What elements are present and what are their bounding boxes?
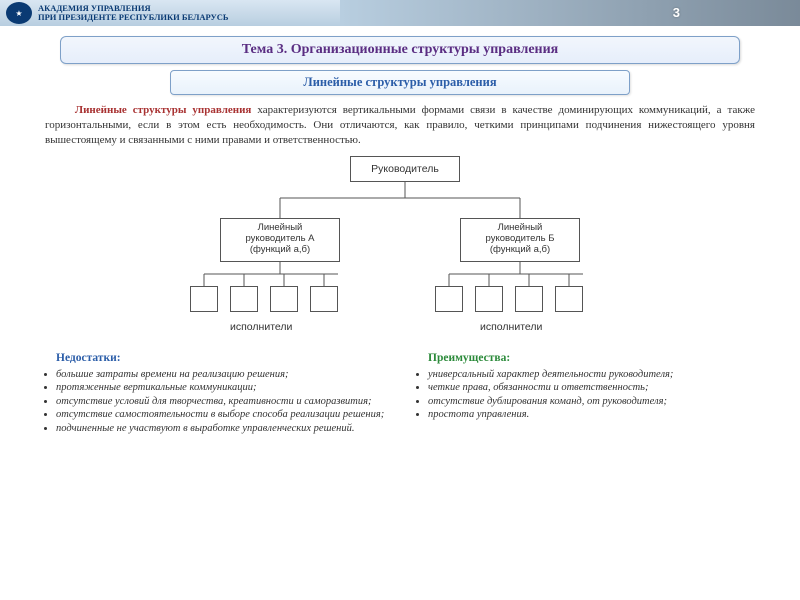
paragraph-lead: Линейные структуры управления — [75, 104, 251, 116]
leaf-a-4 — [310, 286, 338, 312]
mid-a-l1: Линейный — [258, 222, 303, 233]
dis-item: большие затраты времени на реализацию ре… — [56, 368, 388, 382]
org-chart: Руководитель Линейный руководитель А (фу… — [135, 156, 665, 346]
disadvantages-list: большие затраты времени на реализацию ре… — [40, 368, 388, 436]
mid-b-l2: руководитель Б — [486, 233, 555, 244]
leaf-b-1 — [435, 286, 463, 312]
root-box: Руководитель — [350, 156, 460, 182]
advantages-heading: Преимущества: — [412, 352, 760, 364]
adv-item: четкие права, обязанности и ответственно… — [428, 381, 760, 395]
disadvantages-heading: Недостатки: — [40, 352, 388, 364]
chart-connectors — [135, 156, 665, 346]
two-columns: Недостатки: большие затраты времени на р… — [40, 352, 760, 436]
dis-item: отсутствие самостоятельности в выборе сп… — [56, 408, 388, 422]
dis-item: подчиненные не участвуют в выработке упр… — [56, 422, 388, 436]
leaf-a-3 — [270, 286, 298, 312]
adv-item: универсальный характер деятельности руко… — [428, 368, 760, 382]
dis-item: протяженные вертикальные коммуникации; — [56, 381, 388, 395]
topic-title: Тема 3. Организационные структуры управл… — [60, 36, 740, 64]
exec-label-a: исполнители — [230, 321, 292, 333]
advantages: Преимущества: универсальный характер дея… — [412, 352, 760, 436]
adv-item: простота управления. — [428, 408, 760, 422]
leaf-a-1 — [190, 286, 218, 312]
disadvantages: Недостатки: большие затраты времени на р… — [40, 352, 388, 436]
header-bar: ★ АКАДЕМИЯ УПРАВЛЕНИЯ ПРИ ПРЕЗИДЕНТЕ РЕС… — [0, 0, 800, 26]
mid-a-l2: руководитель А — [245, 233, 314, 244]
page-number: 3 — [673, 5, 680, 20]
dis-item: отсутствие условий для творчества, креат… — [56, 395, 388, 409]
logo-icon: ★ — [6, 2, 32, 24]
mid-a-l3: (функций а,б) — [250, 244, 310, 255]
mid-box-a: Линейный руководитель А (функций а,б) — [220, 218, 340, 262]
academy-text: АКАДЕМИЯ УПРАВЛЕНИЯ ПРИ ПРЕЗИДЕНТЕ РЕСПУ… — [38, 4, 229, 23]
adv-item: отсутствие дублирования команд, от руков… — [428, 395, 760, 409]
advantages-list: универсальный характер деятельности руко… — [412, 368, 760, 423]
leaf-b-2 — [475, 286, 503, 312]
academy-line2: ПРИ ПРЕЗИДЕНТЕ РЕСПУБЛИКИ БЕЛАРУСЬ — [38, 13, 229, 22]
mid-b-l1: Линейный — [498, 222, 543, 233]
mid-b-l3: (функций а,б) — [490, 244, 550, 255]
leaf-b-4 — [555, 286, 583, 312]
leaf-a-2 — [230, 286, 258, 312]
exec-label-b: исполнители — [480, 321, 542, 333]
mid-box-b: Линейный руководитель Б (функций а,б) — [460, 218, 580, 262]
section-subtitle: Линейные структуры управления — [170, 70, 630, 95]
intro-paragraph: Линейные структуры управления характериз… — [45, 103, 755, 148]
header-gradient — [340, 0, 800, 26]
leaf-b-3 — [515, 286, 543, 312]
